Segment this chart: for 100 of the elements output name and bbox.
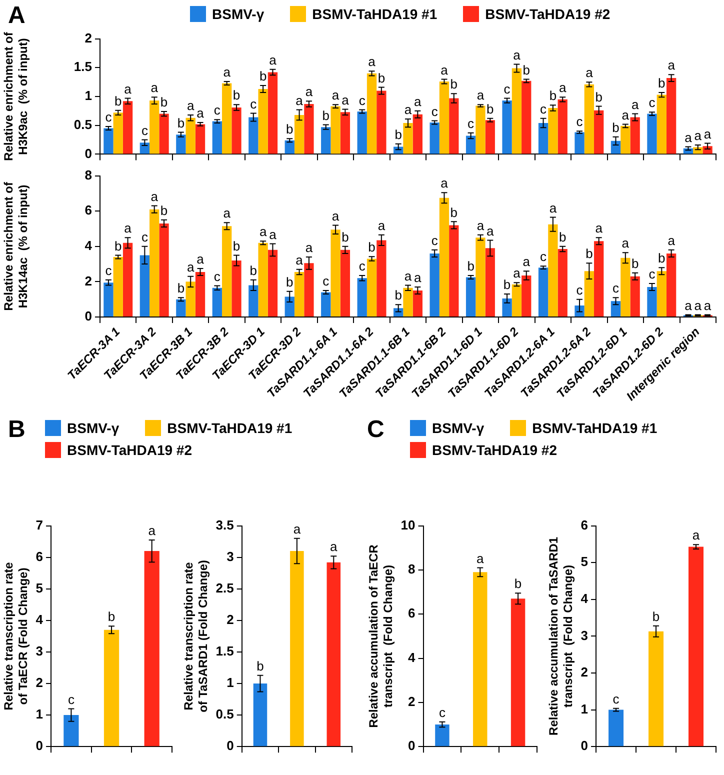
data-label: a bbox=[269, 52, 278, 68]
data-label: b bbox=[394, 126, 402, 142]
bar bbox=[647, 114, 657, 154]
y-tick-label: 2 bbox=[84, 273, 92, 288]
data-label: c bbox=[438, 704, 446, 720]
data-label: a bbox=[150, 188, 159, 204]
data-label: b bbox=[368, 240, 376, 255]
data-label: c bbox=[648, 95, 656, 110]
data-label: a bbox=[150, 80, 159, 96]
data-label: a bbox=[404, 102, 412, 118]
bar bbox=[647, 286, 657, 316]
bar bbox=[159, 223, 169, 316]
y-tick-label: 1 bbox=[84, 88, 92, 104]
y-tick-label: 1 bbox=[226, 675, 234, 690]
bar bbox=[466, 277, 476, 316]
data-label: a bbox=[259, 224, 268, 240]
data-label: a bbox=[269, 226, 278, 242]
data-label: a bbox=[124, 220, 132, 236]
data-label: b bbox=[177, 280, 185, 296]
data-label: a bbox=[124, 81, 132, 96]
bar bbox=[321, 292, 331, 316]
legend-label: BSMV-TaHDA19 #1 bbox=[167, 420, 292, 436]
data-label: a bbox=[631, 96, 640, 112]
bar bbox=[656, 94, 666, 154]
bar bbox=[104, 282, 114, 316]
y-tick-label: 1 bbox=[36, 706, 44, 722]
data-label: b bbox=[595, 89, 602, 104]
data-label: b bbox=[486, 102, 494, 117]
data-label: b bbox=[342, 229, 349, 244]
bar bbox=[186, 118, 196, 154]
data-label: b bbox=[232, 238, 240, 254]
bar bbox=[485, 120, 495, 154]
y-tick-label: 5 bbox=[580, 554, 588, 570]
data-label: b bbox=[631, 256, 639, 271]
data-label: b bbox=[232, 88, 240, 103]
y-tick-label: 3 bbox=[580, 628, 588, 643]
bar bbox=[294, 114, 304, 154]
data-label: c bbox=[141, 229, 148, 244]
bar bbox=[122, 101, 133, 154]
bar bbox=[522, 276, 532, 316]
bar bbox=[212, 121, 222, 154]
data-label: a bbox=[440, 62, 449, 78]
data-label: a bbox=[694, 298, 702, 313]
bar bbox=[304, 104, 314, 154]
y-axis-title: Relative enrichment of H3K9ac (% of input) bbox=[2, 31, 30, 161]
bar bbox=[232, 107, 242, 154]
y-axis-title: Relative transcription rate of TaECR (Fold Change) bbox=[2, 562, 30, 710]
bar bbox=[485, 248, 495, 316]
bar bbox=[412, 114, 422, 154]
bar bbox=[548, 224, 558, 316]
data-label: b bbox=[658, 250, 666, 266]
data-label: a bbox=[622, 236, 630, 251]
bar bbox=[150, 100, 160, 154]
data-label: b bbox=[522, 62, 530, 78]
data-label: a bbox=[296, 92, 304, 108]
data-label: a bbox=[305, 240, 314, 256]
bar bbox=[403, 288, 413, 316]
bar bbox=[666, 253, 676, 316]
bar bbox=[195, 124, 206, 154]
data-label: b bbox=[514, 576, 522, 592]
data-label: a bbox=[440, 176, 449, 191]
bar bbox=[430, 122, 440, 154]
y-tick-label: 0 bbox=[84, 146, 92, 161]
bar bbox=[304, 263, 314, 316]
bar bbox=[340, 250, 350, 316]
data-label: a bbox=[186, 259, 195, 274]
bar bbox=[403, 123, 413, 154]
data-label: c bbox=[105, 110, 112, 125]
y-tick-label: 5 bbox=[36, 580, 44, 596]
data-label: a bbox=[404, 268, 412, 284]
text: C bbox=[367, 416, 384, 444]
bar bbox=[449, 225, 459, 316]
bar bbox=[113, 256, 123, 316]
y-tick-label: 2.5 bbox=[216, 580, 234, 596]
data-label: b bbox=[250, 263, 258, 278]
data-label: a bbox=[342, 92, 350, 108]
data-label: a bbox=[684, 130, 693, 145]
bar bbox=[222, 83, 232, 154]
data-label: b bbox=[177, 115, 185, 130]
y-tick-label: 1.5 bbox=[216, 644, 234, 659]
data-label: a bbox=[332, 88, 340, 103]
data-label: c bbox=[576, 114, 584, 130]
bar bbox=[195, 272, 206, 316]
data-label: b bbox=[286, 274, 294, 290]
bar bbox=[150, 209, 160, 316]
bar bbox=[284, 296, 294, 316]
data-label: b bbox=[394, 288, 402, 303]
bar bbox=[140, 255, 150, 316]
data-label: a bbox=[622, 107, 630, 122]
legend-label: BSMV-TaHDA19 #2 bbox=[485, 6, 610, 22]
bar bbox=[330, 106, 340, 154]
bar bbox=[630, 117, 640, 154]
y-axis-title: Relative accumulation of TaSARD1 transcript (Fold Change) bbox=[546, 536, 575, 736]
bar bbox=[294, 272, 304, 316]
y-tick-label: 2 bbox=[580, 664, 588, 680]
data-label: b bbox=[114, 93, 122, 108]
data-label: c bbox=[612, 691, 620, 706]
y-tick-label: 3 bbox=[226, 548, 234, 564]
data-label: a bbox=[522, 254, 531, 270]
data-label: a bbox=[414, 270, 422, 286]
